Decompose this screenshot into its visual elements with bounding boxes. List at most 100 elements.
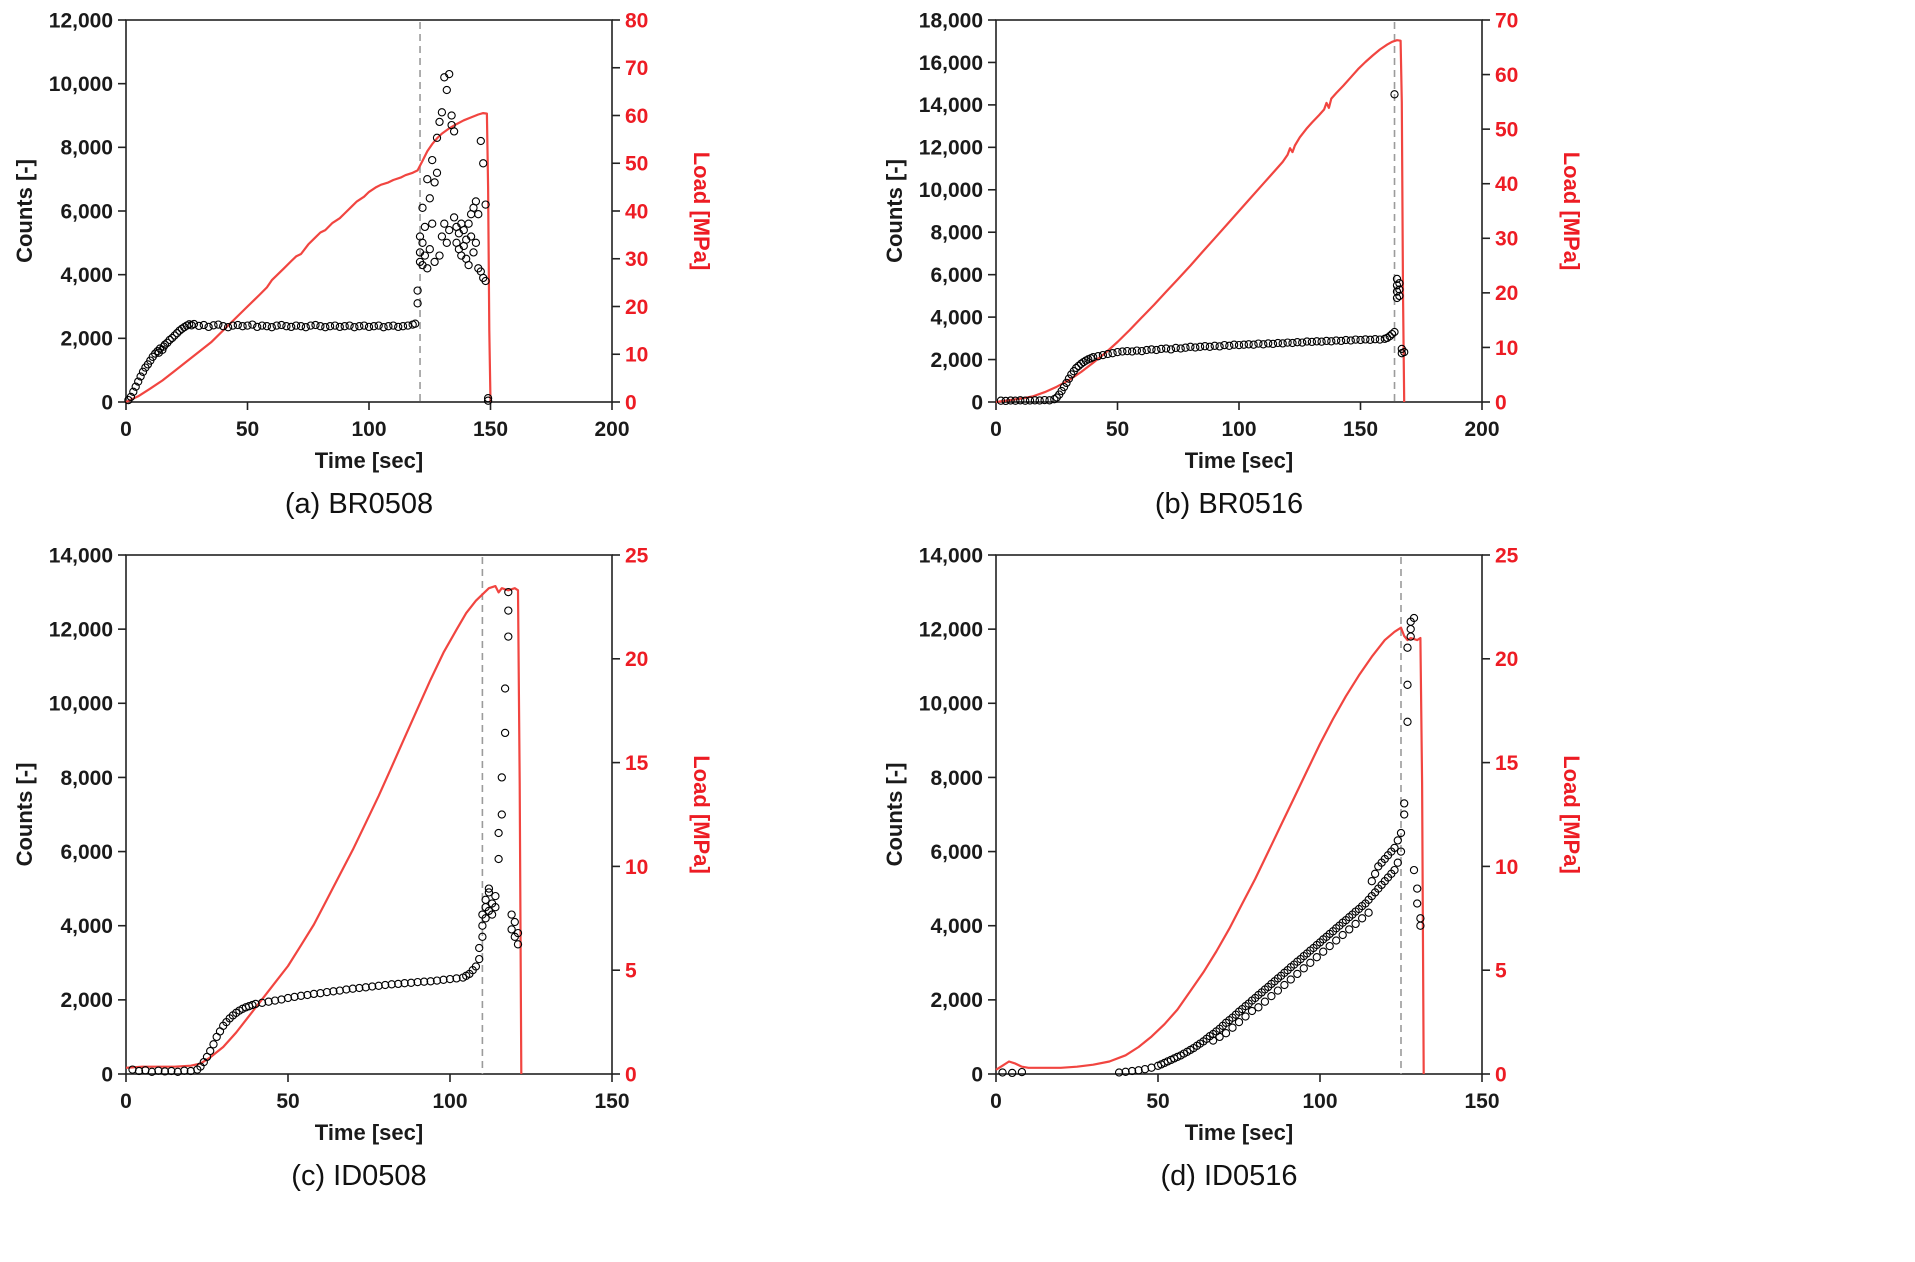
right-tick-label: 80 xyxy=(625,9,648,32)
right-tick-label: 10 xyxy=(1495,337,1518,360)
left-tick-label: 0 xyxy=(101,391,113,414)
right-tick-label: 60 xyxy=(625,105,648,128)
chart-b-canvas: 0 2,000 4,000 6,000 8,000 10,000 12,000 14,000 1… xyxy=(882,9,1580,473)
left-tick-label: 2,000 xyxy=(930,349,983,372)
x-axis-title: Time [sec] xyxy=(315,448,423,473)
chart-d-canvas: 0 2,000 4,000 6,000 8,000 10,000 12,000 14,000 0… xyxy=(882,544,1580,1145)
ae-counts-scatter xyxy=(998,613,1425,1078)
right-tick-label: 50 xyxy=(625,153,648,176)
left-tick-label: 4,000 xyxy=(930,915,983,938)
right-tick-label: 50 xyxy=(1495,118,1518,141)
right-axis-title: Load [MPa] xyxy=(689,152,710,271)
x-tick-label: 150 xyxy=(1343,418,1378,441)
right-tick-label: 25 xyxy=(625,544,649,567)
chart-c: 0 2,000 4,000 6,000 8,000 10,000 12,000 14,000 0… xyxy=(8,541,878,1193)
x-tick-label: 150 xyxy=(473,418,508,441)
right-tick-label: 0 xyxy=(625,1063,637,1086)
left-tick-label: 2,000 xyxy=(930,989,983,1012)
right-tick-label: 30 xyxy=(1495,228,1518,251)
left-tick-label: 6,000 xyxy=(930,264,983,287)
right-tick-label: 0 xyxy=(1495,391,1507,414)
x-tick-label: 100 xyxy=(1221,418,1256,441)
right-axis-title: Load [MPa] xyxy=(1559,152,1580,271)
right-tick-label: 40 xyxy=(1495,173,1518,196)
right-tick-label: 30 xyxy=(625,248,648,271)
left-tick-label: 6,000 xyxy=(60,200,113,223)
x-tick-label: 150 xyxy=(594,1090,629,1113)
left-tick-label: 4,000 xyxy=(930,306,983,329)
left-tick-label: 6,000 xyxy=(930,841,983,864)
left-axis-title: Counts [-] xyxy=(882,159,907,263)
chart-a-caption: (a) BR0508 xyxy=(284,488,434,520)
left-tick-label: 2,000 xyxy=(60,328,113,351)
x-tick-label: 0 xyxy=(990,418,1002,441)
x-axis-title: Time [sec] xyxy=(1185,448,1293,473)
left-tick-label: 0 xyxy=(101,1063,113,1086)
left-tick-label: 10,000 xyxy=(49,693,113,716)
left-tick-label: 8,000 xyxy=(930,767,983,790)
left-tick-label: 8,000 xyxy=(60,137,113,160)
plot-box xyxy=(995,19,1483,403)
right-tick-label: 10 xyxy=(625,856,648,879)
right-tick-label: 5 xyxy=(625,960,637,983)
ae-counts-scatter xyxy=(996,90,1409,406)
left-axis-title: Counts [-] xyxy=(882,763,907,867)
chart-c-canvas: 0 2,000 4,000 6,000 8,000 10,000 12,000 14,000 0… xyxy=(12,544,710,1145)
load-line xyxy=(995,626,1425,1075)
x-axis-title: Time [sec] xyxy=(315,1120,423,1145)
right-tick-label: 60 xyxy=(1495,64,1518,87)
x-tick-label: 50 xyxy=(236,418,259,441)
axes: 0 2,000 4,000 6,000 8,000 10,000 12,000 14,000 1… xyxy=(919,9,1519,441)
left-tick-label: 14,000 xyxy=(49,544,113,567)
right-axis-title: Load [MPa] xyxy=(1559,755,1580,874)
left-tick-label: 8,000 xyxy=(930,222,983,245)
left-tick-label: 18,000 xyxy=(919,9,983,32)
plot-box xyxy=(125,554,613,1075)
left-tick-label: 2,000 xyxy=(60,989,113,1012)
chart-d: 0 2,000 4,000 6,000 8,000 10,000 12,000 14,000 0… xyxy=(878,541,1915,1193)
left-tick-label: 8,000 xyxy=(60,767,113,790)
left-axis-title: Counts [-] xyxy=(12,763,37,867)
ae-counts-scatter xyxy=(124,69,493,405)
x-tick-label: 50 xyxy=(1106,418,1129,441)
left-tick-label: 12,000 xyxy=(919,618,983,641)
plot-box xyxy=(125,19,613,403)
left-tick-label: 0 xyxy=(971,391,983,414)
axes: 0 2,000 4,000 6,000 8,000 10,000 12,000 0 10 20 30… xyxy=(49,9,649,441)
load-line xyxy=(995,39,1406,404)
right-tick-label: 15 xyxy=(1495,752,1519,775)
plot-box xyxy=(995,554,1483,1075)
x-tick-label: 50 xyxy=(276,1090,299,1113)
axes: 0 2,000 4,000 6,000 8,000 10,000 12,000 14,000 0… xyxy=(49,544,649,1113)
right-tick-label: 10 xyxy=(625,344,648,367)
chart-a-canvas: 0 2,000 4,000 6,000 8,000 10,000 12,000 0 10 20 30… xyxy=(12,9,710,473)
right-tick-label: 0 xyxy=(625,391,637,414)
right-tick-label: 40 xyxy=(625,200,648,223)
x-tick-label: 50 xyxy=(1146,1090,1169,1113)
right-tick-label: 70 xyxy=(1495,9,1518,32)
load-line xyxy=(125,111,492,403)
left-tick-label: 12,000 xyxy=(919,137,983,160)
x-tick-label: 100 xyxy=(432,1090,467,1113)
left-tick-label: 4,000 xyxy=(60,915,113,938)
x-tick-label: 100 xyxy=(1302,1090,1337,1113)
left-tick-label: 4,000 xyxy=(60,264,113,287)
right-tick-label: 0 xyxy=(1495,1063,1507,1086)
right-tick-label: 10 xyxy=(1495,856,1518,879)
right-tick-label: 20 xyxy=(625,296,648,319)
x-tick-label: 0 xyxy=(120,418,132,441)
right-axis-title: Load [MPa] xyxy=(689,755,710,874)
x-tick-label: 0 xyxy=(990,1090,1002,1113)
left-tick-label: 10,000 xyxy=(919,179,983,202)
chart-c-caption: (c) ID0508 xyxy=(291,1160,427,1192)
axes: 0 2,000 4,000 6,000 8,000 10,000 12,000 14,000 0… xyxy=(919,544,1519,1113)
chart-b-caption: (b) BR0516 xyxy=(1154,488,1304,520)
right-tick-label: 25 xyxy=(1495,544,1519,567)
left-tick-label: 16,000 xyxy=(919,52,983,75)
left-tick-label: 12,000 xyxy=(49,618,113,641)
left-tick-label: 12,000 xyxy=(49,9,113,32)
x-axis-title: Time [sec] xyxy=(1185,1120,1293,1145)
x-tick-label: 200 xyxy=(1464,418,1499,441)
right-tick-label: 20 xyxy=(1495,282,1518,305)
left-tick-label: 10,000 xyxy=(49,73,113,96)
